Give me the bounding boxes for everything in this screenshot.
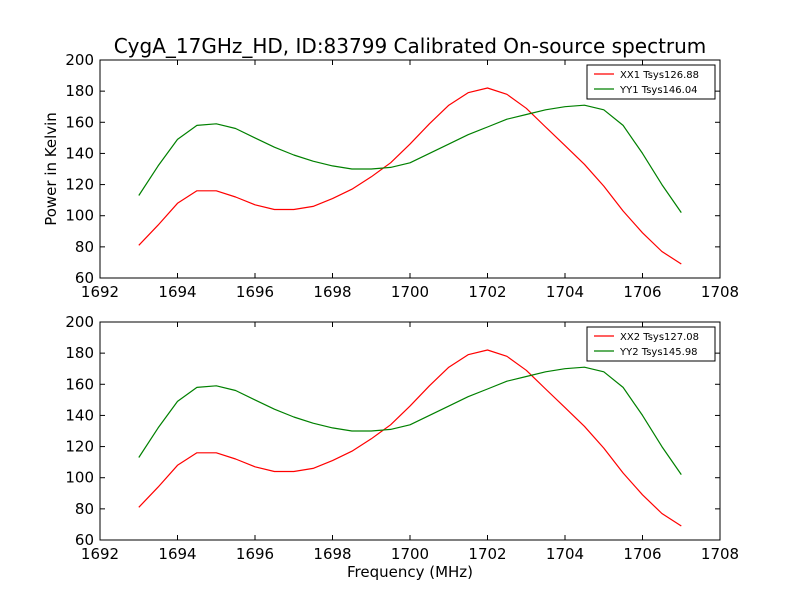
top-series-line-yy [138,104,682,213]
bottom-x-axis-label: Frequency (MHz) [347,563,473,581]
bottom-x-tick-label: 1698 [313,545,351,563]
top-legend-box [586,64,716,100]
top-series-line-xx [138,87,682,265]
bottom-x-ticks: 1692 1694 1696 1698 1700 1702 1704 1706 1708 [81,322,739,563]
top-x-tick-label: 1698 [313,283,351,301]
bottom-legend-box [586,326,716,362]
bottom-y-ticks: 60 80 100 120 140 160 180 200 [65,313,720,549]
top-y-tick-label: 60 [75,269,94,287]
bottom-y-tick-label: 160 [65,375,94,393]
bottom-y-tick-label: 180 [65,344,94,362]
top-legend-label-xx1: XX1 Tsys126.88 [620,70,699,81]
bottom-panel: 1692 1694 1696 1698 1700 1702 1704 1706 1708 60 8… [65,313,739,581]
top-x-tick-label: 1692 [81,283,119,301]
top-y-axis-label: Power in Kelvin [42,112,60,226]
chart-title: CygA_17GHz_HD, ID:83799 Calibrated On-so… [114,34,707,58]
bottom-y-tick-label: 100 [65,469,94,487]
bottom-y-tick-label: 120 [65,438,94,456]
bottom-series-lines [138,349,682,527]
bottom-x-tick-label: 1704 [546,545,584,563]
top-legend-label-yy1: YY1 Tsys146.04 [619,85,698,96]
bottom-series-line-xx [138,349,682,527]
top-x-ticks: 1692 1694 1696 1698 1700 1702 1704 1706 1708 [81,60,739,301]
top-x-tick-label: 1694 [158,283,196,301]
top-x-tick-label: 1696 [236,283,274,301]
bottom-x-tick-label: 1696 [236,545,274,563]
top-y-tick-label: 120 [65,176,94,194]
top-y-tick-label: 160 [65,113,94,131]
top-y-tick-label: 140 [65,144,94,162]
bottom-y-tick-label: 200 [65,313,94,331]
top-legend: XX1 Tsys126.88 YY1 Tsys146.04 [586,64,716,100]
bottom-legend-label-xx2: XX2 Tsys127.08 [620,332,699,343]
bottom-x-tick-label: 1700 [391,545,429,563]
bottom-series-line-yy [138,366,682,475]
bottom-legend-label-yy2: YY2 Tsys145.98 [619,347,698,358]
top-x-tick-label: 1706 [623,283,661,301]
top-x-tick-label: 1704 [546,283,584,301]
bottom-x-tick-label: 1706 [623,545,661,563]
top-series-lines [138,87,682,265]
bottom-x-tick-label: 1692 [81,545,119,563]
bottom-legend: XX2 Tsys127.08 YY2 Tsys145.98 [586,326,716,362]
top-y-tick-label: 100 [65,207,94,225]
top-panel: CygA_17GHz_HD, ID:83799 Calibrated On-so… [42,34,739,301]
bottom-y-tick-label: 140 [65,406,94,424]
top-y-ticks: 60 80 100 120 140 160 180 200 [65,51,720,287]
bottom-x-tick-label: 1708 [701,545,739,563]
top-x-tick-label: 1702 [468,283,506,301]
top-y-tick-label: 200 [65,51,94,69]
bottom-y-tick-label: 80 [75,500,94,518]
top-x-tick-label: 1708 [701,283,739,301]
top-x-tick-label: 1700 [391,283,429,301]
top-y-tick-label: 180 [65,82,94,100]
bottom-y-tick-label: 60 [75,531,94,549]
bottom-x-tick-label: 1694 [158,545,196,563]
top-y-tick-label: 80 [75,238,94,256]
bottom-x-tick-label: 1702 [468,545,506,563]
